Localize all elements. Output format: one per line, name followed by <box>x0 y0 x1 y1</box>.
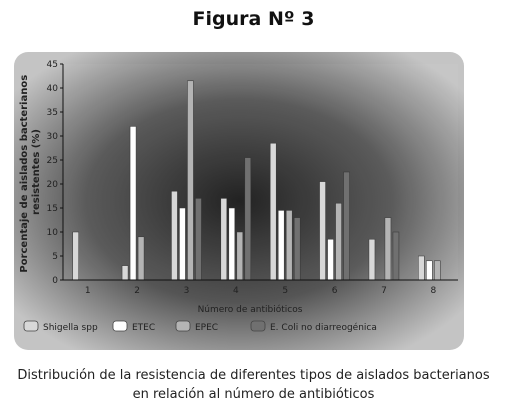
caption-line2: en relación al número de antibióticos <box>132 387 375 402</box>
x-tick-label: 4 <box>233 286 239 296</box>
bar <box>129 126 137 281</box>
bar <box>368 238 376 281</box>
bar <box>269 142 277 281</box>
legend-label: E. Coli no diarreogénica <box>270 322 377 333</box>
bar <box>179 207 186 281</box>
bar <box>285 210 293 281</box>
bar <box>228 207 236 281</box>
legend: Shigella spp ETEC EPEC E. Coli no diarreogé… <box>23 320 377 333</box>
bar <box>137 236 145 281</box>
bar <box>293 217 301 281</box>
y-tick-label: 10 <box>47 228 59 238</box>
figure-title: Figura Nº 3 <box>192 8 315 30</box>
bar <box>426 260 433 281</box>
bar <box>418 255 425 281</box>
bar <box>343 171 350 281</box>
bar <box>277 210 285 281</box>
x-tick-label: 8 <box>430 286 436 296</box>
y-tick-label: 40 <box>47 84 59 94</box>
legend-swatch <box>175 320 191 332</box>
bar <box>244 157 252 281</box>
bar <box>236 231 244 281</box>
bar <box>171 190 178 281</box>
x-axis-title: Número de antibióticos <box>198 304 303 315</box>
y-tick-label: 30 <box>47 132 59 142</box>
y-axis-title-line1: Porcentaje de aislados bacterianos <box>19 75 30 273</box>
x-tick-label: 5 <box>282 286 288 296</box>
plot-area <box>63 64 458 280</box>
x-tick-label: 3 <box>184 286 190 296</box>
bar <box>187 80 194 281</box>
y-tick-label: 45 <box>47 60 58 70</box>
legend-swatch <box>250 320 266 332</box>
legend-label: ETEC <box>132 323 155 333</box>
y-axis-title: Porcentaje de aislados bacterianos resis… <box>19 71 42 272</box>
bar <box>319 181 326 281</box>
y-tick-label: 25 <box>47 156 58 166</box>
x-tick-label: 7 <box>381 286 387 296</box>
y-tick-label: 15 <box>47 204 58 214</box>
caption-line1: Distribución de la resistencia de difere… <box>17 368 490 383</box>
y-tick-label: 35 <box>47 108 58 118</box>
bar <box>220 198 228 281</box>
bar <box>335 202 342 281</box>
legend-label: EPEC <box>195 323 218 333</box>
x-tick-label: 6 <box>332 286 338 296</box>
bar <box>327 238 334 281</box>
x-tick-label: 2 <box>134 286 140 296</box>
legend-swatch <box>23 320 39 332</box>
x-tick-label: 1 <box>85 286 91 296</box>
bar <box>434 260 441 281</box>
bar <box>121 265 129 281</box>
y-axis-title-line2: resistentes (%) <box>31 129 42 215</box>
legend-label: Shigella spp <box>43 323 98 333</box>
bar <box>384 217 392 281</box>
figure-caption: Distribución de la resistencia de difere… <box>0 366 507 404</box>
y-tick-label: 0 <box>52 276 58 286</box>
bar <box>72 231 79 281</box>
bar <box>392 231 400 281</box>
legend-swatch <box>112 320 128 332</box>
y-tick-label: 5 <box>52 252 58 262</box>
y-tick-label: 20 <box>47 180 59 190</box>
bar <box>195 198 202 281</box>
